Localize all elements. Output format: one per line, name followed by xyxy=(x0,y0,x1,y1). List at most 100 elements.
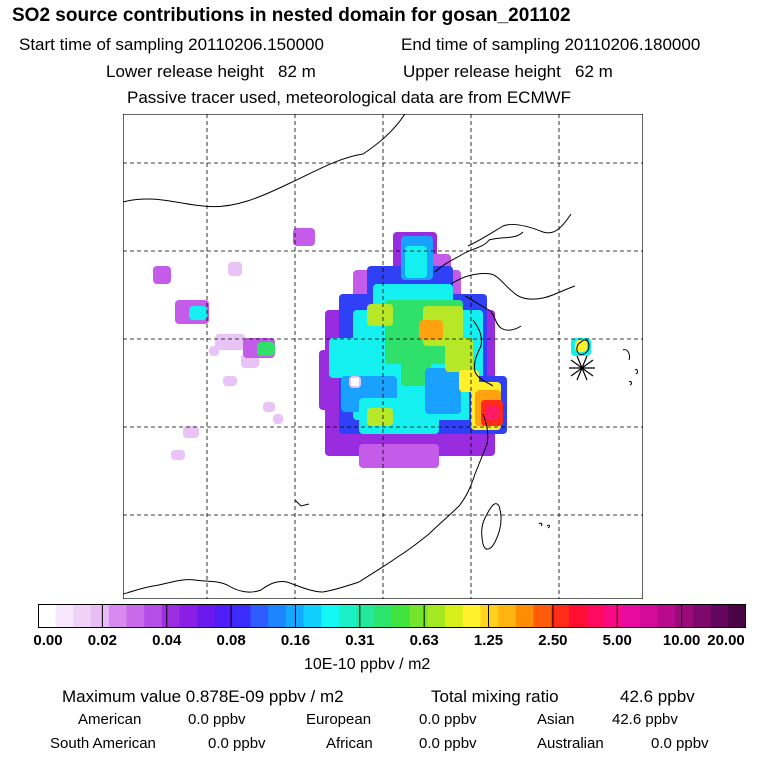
map-panel xyxy=(123,114,643,599)
colorbar-segment xyxy=(710,604,729,628)
colorbar xyxy=(38,604,746,628)
colorbar-segment xyxy=(321,604,340,628)
concentration-field xyxy=(153,228,591,468)
colorbar-segment xyxy=(126,604,145,628)
concentration-cell xyxy=(459,370,479,392)
concentration-cell xyxy=(405,246,427,278)
total-mixing-value: 42.6 ppbv xyxy=(620,687,695,706)
colorbar-tick-label: 0.08 xyxy=(216,632,246,649)
colorbar-tick-label: 0.63 xyxy=(409,632,439,649)
colorbar-segment xyxy=(622,604,641,628)
colorbar-tick-label: 0.31 xyxy=(345,632,375,649)
colorbar-segment xyxy=(55,604,74,628)
colorbar-segment xyxy=(303,604,322,628)
colorbar-segment xyxy=(91,604,110,628)
concentration-cell xyxy=(445,338,473,372)
colorbar-tick-label: 5.00 xyxy=(602,632,632,649)
colorbar-segment xyxy=(515,604,535,628)
concentration-cell xyxy=(329,338,389,378)
end-time-label: End time of sampling 20110206.180000 xyxy=(401,35,701,54)
colorbar-segment xyxy=(728,604,746,628)
colorbar-segment xyxy=(569,604,588,628)
lower-height-label: Lower release height 82 m xyxy=(106,62,316,81)
region-value: 0.0 ppbv xyxy=(419,735,477,752)
colorbar-segment xyxy=(161,604,181,628)
colorbar-segment xyxy=(338,604,358,628)
colorbar-segment xyxy=(38,604,57,628)
region-value: 0.0 ppbv xyxy=(208,735,266,752)
concentration-cell xyxy=(425,368,461,414)
colorbar-tick-label: 0.02 xyxy=(87,632,117,649)
colorbar-segment xyxy=(179,604,198,628)
colorbar-tick-label: 10.00 xyxy=(662,632,701,649)
colorbar-segment xyxy=(462,604,482,628)
concentration-cell xyxy=(171,450,185,460)
region-value: 0.0 ppbv xyxy=(651,735,709,752)
colorbar-segment xyxy=(197,604,216,628)
region-name: American xyxy=(78,711,142,728)
region-name: African xyxy=(326,735,373,752)
colorbar-segment xyxy=(392,604,411,628)
colorbar-segment xyxy=(657,604,676,628)
colorbar-segment xyxy=(480,604,499,628)
concentration-cell xyxy=(209,346,219,356)
region-name: Asian xyxy=(537,711,575,728)
colorbar-segment xyxy=(108,604,128,628)
colorbar-segment xyxy=(374,604,393,628)
concentration-cell xyxy=(153,266,171,284)
concentration-cell xyxy=(359,444,439,468)
concentration-cell xyxy=(401,360,431,386)
colorbar-segment xyxy=(73,604,92,628)
total-mixing-label: Total mixing ratio xyxy=(431,687,559,706)
colorbar-segment xyxy=(427,604,446,628)
colorbar-tick-label: 20.00 xyxy=(707,632,745,649)
concentration-cell xyxy=(485,406,499,420)
concentration-cell xyxy=(367,304,393,326)
colorbar-segment xyxy=(232,604,251,628)
concentration-cell xyxy=(215,334,245,350)
plot-title: SO2 source contributions in nested domai… xyxy=(12,5,571,26)
concentration-cell xyxy=(419,320,443,340)
colorbar-tick-label: 0.00 xyxy=(33,632,63,649)
colorbar-segment xyxy=(586,604,605,628)
colorbar-segment xyxy=(215,604,234,628)
receptor-marker-gosan xyxy=(569,355,595,381)
colorbar-segment xyxy=(692,604,712,628)
concentration-cell xyxy=(367,408,393,426)
concentration-cell xyxy=(575,340,587,352)
colorbar-segment xyxy=(498,604,517,628)
colorbar-segment xyxy=(356,604,375,628)
colorbar-segment xyxy=(604,604,623,628)
colorbar-segment xyxy=(675,604,694,628)
colorbar-border xyxy=(38,604,746,628)
concentration-cell xyxy=(263,402,275,412)
colorbar-segment xyxy=(144,604,163,628)
coastline xyxy=(123,114,639,595)
concentration-cell xyxy=(189,306,207,320)
colorbar-segment xyxy=(268,604,287,628)
upper-height-label: Upper release height 62 m xyxy=(403,62,613,81)
colorbar-segment xyxy=(409,604,428,628)
concentration-cell xyxy=(228,262,242,276)
colorbar-segment xyxy=(250,604,269,628)
tracer-note: Passive tracer used, meteorological data… xyxy=(127,88,572,107)
colorbar-tick-label: 1.25 xyxy=(473,632,504,649)
lat-lon-gridlines xyxy=(123,114,643,599)
region-name: South American xyxy=(50,735,156,752)
colorbar-segment xyxy=(445,604,464,628)
concentration-gap xyxy=(351,378,359,386)
region-value: 42.6 ppbv xyxy=(612,711,678,728)
concentration-cell xyxy=(183,426,199,438)
colorbar-tick-label: 0.04 xyxy=(152,632,182,649)
region-name: Australian xyxy=(537,735,604,752)
max-value-label: Maximum value 0.878E-09 ppbv / m2 xyxy=(62,687,344,706)
colorbar-segment xyxy=(639,604,659,628)
colorbar-segment xyxy=(551,604,570,628)
concentration-cell xyxy=(293,228,315,246)
colorbar-tick-label: 0.16 xyxy=(280,632,311,649)
colorbar-segment xyxy=(285,604,305,628)
region-value: 0.0 ppbv xyxy=(188,711,246,728)
concentration-cell xyxy=(223,376,237,386)
start-time-label: Start time of sampling 20110206.150000 xyxy=(19,35,324,54)
concentration-cell xyxy=(273,414,283,424)
